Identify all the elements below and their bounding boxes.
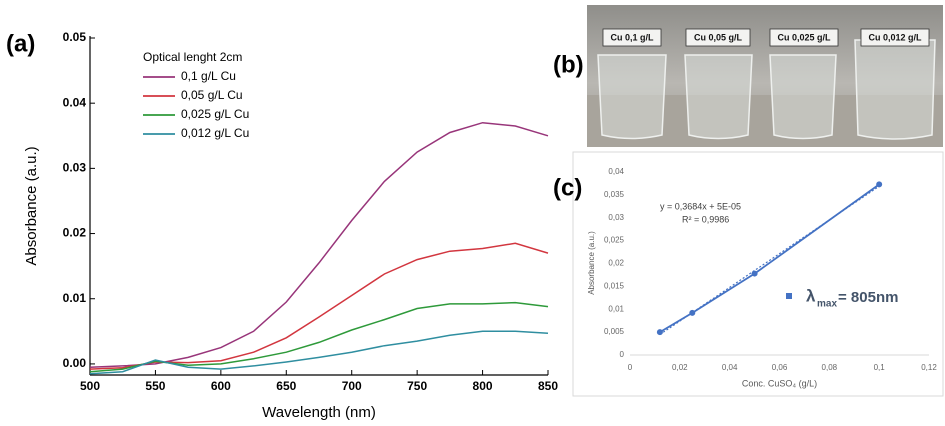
data-point: [751, 270, 758, 277]
x-tick-label: 500: [80, 379, 100, 393]
data-line: [89, 121, 549, 368]
x-axis-title: Wavelength (nm): [262, 404, 376, 421]
legend-label: 0,05 g/L Cu: [181, 88, 243, 102]
trendline: [659, 185, 880, 336]
beaker: [597, 54, 667, 140]
y-tick-label: 0,02: [608, 259, 624, 268]
y-tick-label: 0,04: [608, 167, 624, 176]
data-point: [689, 309, 696, 316]
panel-label: (c): [553, 174, 582, 201]
x-tick-label: 800: [473, 379, 493, 393]
y-tick-label: 0,03: [608, 213, 624, 222]
chart-frame: [572, 151, 944, 397]
y-tick-label: 0,025: [604, 236, 625, 245]
y-tick-label: 0.01: [63, 291, 87, 305]
vial-label: Cu 0,05 g/L: [694, 32, 743, 42]
legend-label: 0,012 g/L Cu: [181, 126, 249, 140]
vial-label-box: [602, 28, 662, 47]
legend-label: = 805nm: [838, 289, 898, 306]
x-tick-label: 0: [628, 363, 633, 372]
y-tick-label: 0.05: [63, 30, 87, 44]
vial-label-box: [685, 28, 751, 47]
legend-swatch: [786, 293, 792, 299]
y-tick-label: 0.00: [63, 356, 87, 370]
y-tick-label: 0.04: [63, 95, 87, 109]
x-tick-label: 0,08: [822, 363, 838, 372]
vial-label: Cu 0,012 g/L: [868, 32, 922, 42]
beakers: [597, 39, 936, 140]
legend-symbol: λ: [806, 286, 816, 305]
legend-label: 0,025 g/L Cu: [181, 107, 249, 121]
y-tick-label: 0,035: [604, 190, 625, 199]
y-tick-label: 0.03: [63, 161, 87, 175]
y-tick-label: 0.02: [63, 226, 87, 240]
x-tick-label: 600: [211, 379, 231, 393]
x-tick-label: 0,02: [672, 363, 688, 372]
data-point: [876, 181, 883, 188]
legend-label: 0,1 g/L Cu: [181, 69, 236, 83]
y-tick-label: 0,005: [604, 327, 625, 336]
x-tick-label: 650: [276, 379, 296, 393]
beaker: [854, 39, 936, 140]
r-squared: R² = 0,9986: [682, 214, 729, 224]
x-tick-label: 850: [538, 379, 558, 393]
data-line: [89, 330, 549, 375]
vial-label-box: [860, 28, 930, 47]
panel-label: (b): [553, 51, 584, 78]
y-tick-label: 0,015: [604, 281, 625, 290]
trendline-equation: y = 0,3684x + 5E-05: [660, 201, 741, 211]
vial-label: Cu 0,025 g/L: [777, 32, 831, 42]
x-axis-title: Conc. CuSO₄ (g/L): [742, 378, 817, 388]
x-tick-label: 750: [407, 379, 427, 393]
photo: Cu 0,1 g/L Cu 0,05 g/L Cu 0,025 g/L Cu 0…: [553, 5, 943, 147]
x-tick-label: 550: [145, 379, 165, 393]
data-point: [656, 329, 663, 336]
x-tick-label: 0,04: [722, 363, 738, 372]
x-tick-label: 0,06: [772, 363, 788, 372]
beaker: [769, 54, 837, 140]
vial-label-boxes: [602, 28, 930, 47]
y-tick-label: 0,01: [608, 304, 624, 313]
y-axis-title: Absorbance (a.u.): [23, 146, 40, 265]
vial-label-box: [769, 28, 839, 47]
vial-label: Cu 0,1 g/L: [610, 32, 654, 42]
y-axis-title: Absorbance (a.u.): [587, 231, 596, 295]
x-tick-label: 0,12: [921, 363, 937, 372]
legend-subscript: max: [817, 299, 837, 310]
x-tick-label: 700: [342, 379, 362, 393]
x-tick-label: 0,1: [874, 363, 886, 372]
legend-title: Optical lenght 2cm: [143, 50, 242, 64]
y-tick-label: 0: [620, 350, 625, 359]
panel-label: (a): [6, 30, 35, 57]
beaker: [684, 54, 753, 140]
